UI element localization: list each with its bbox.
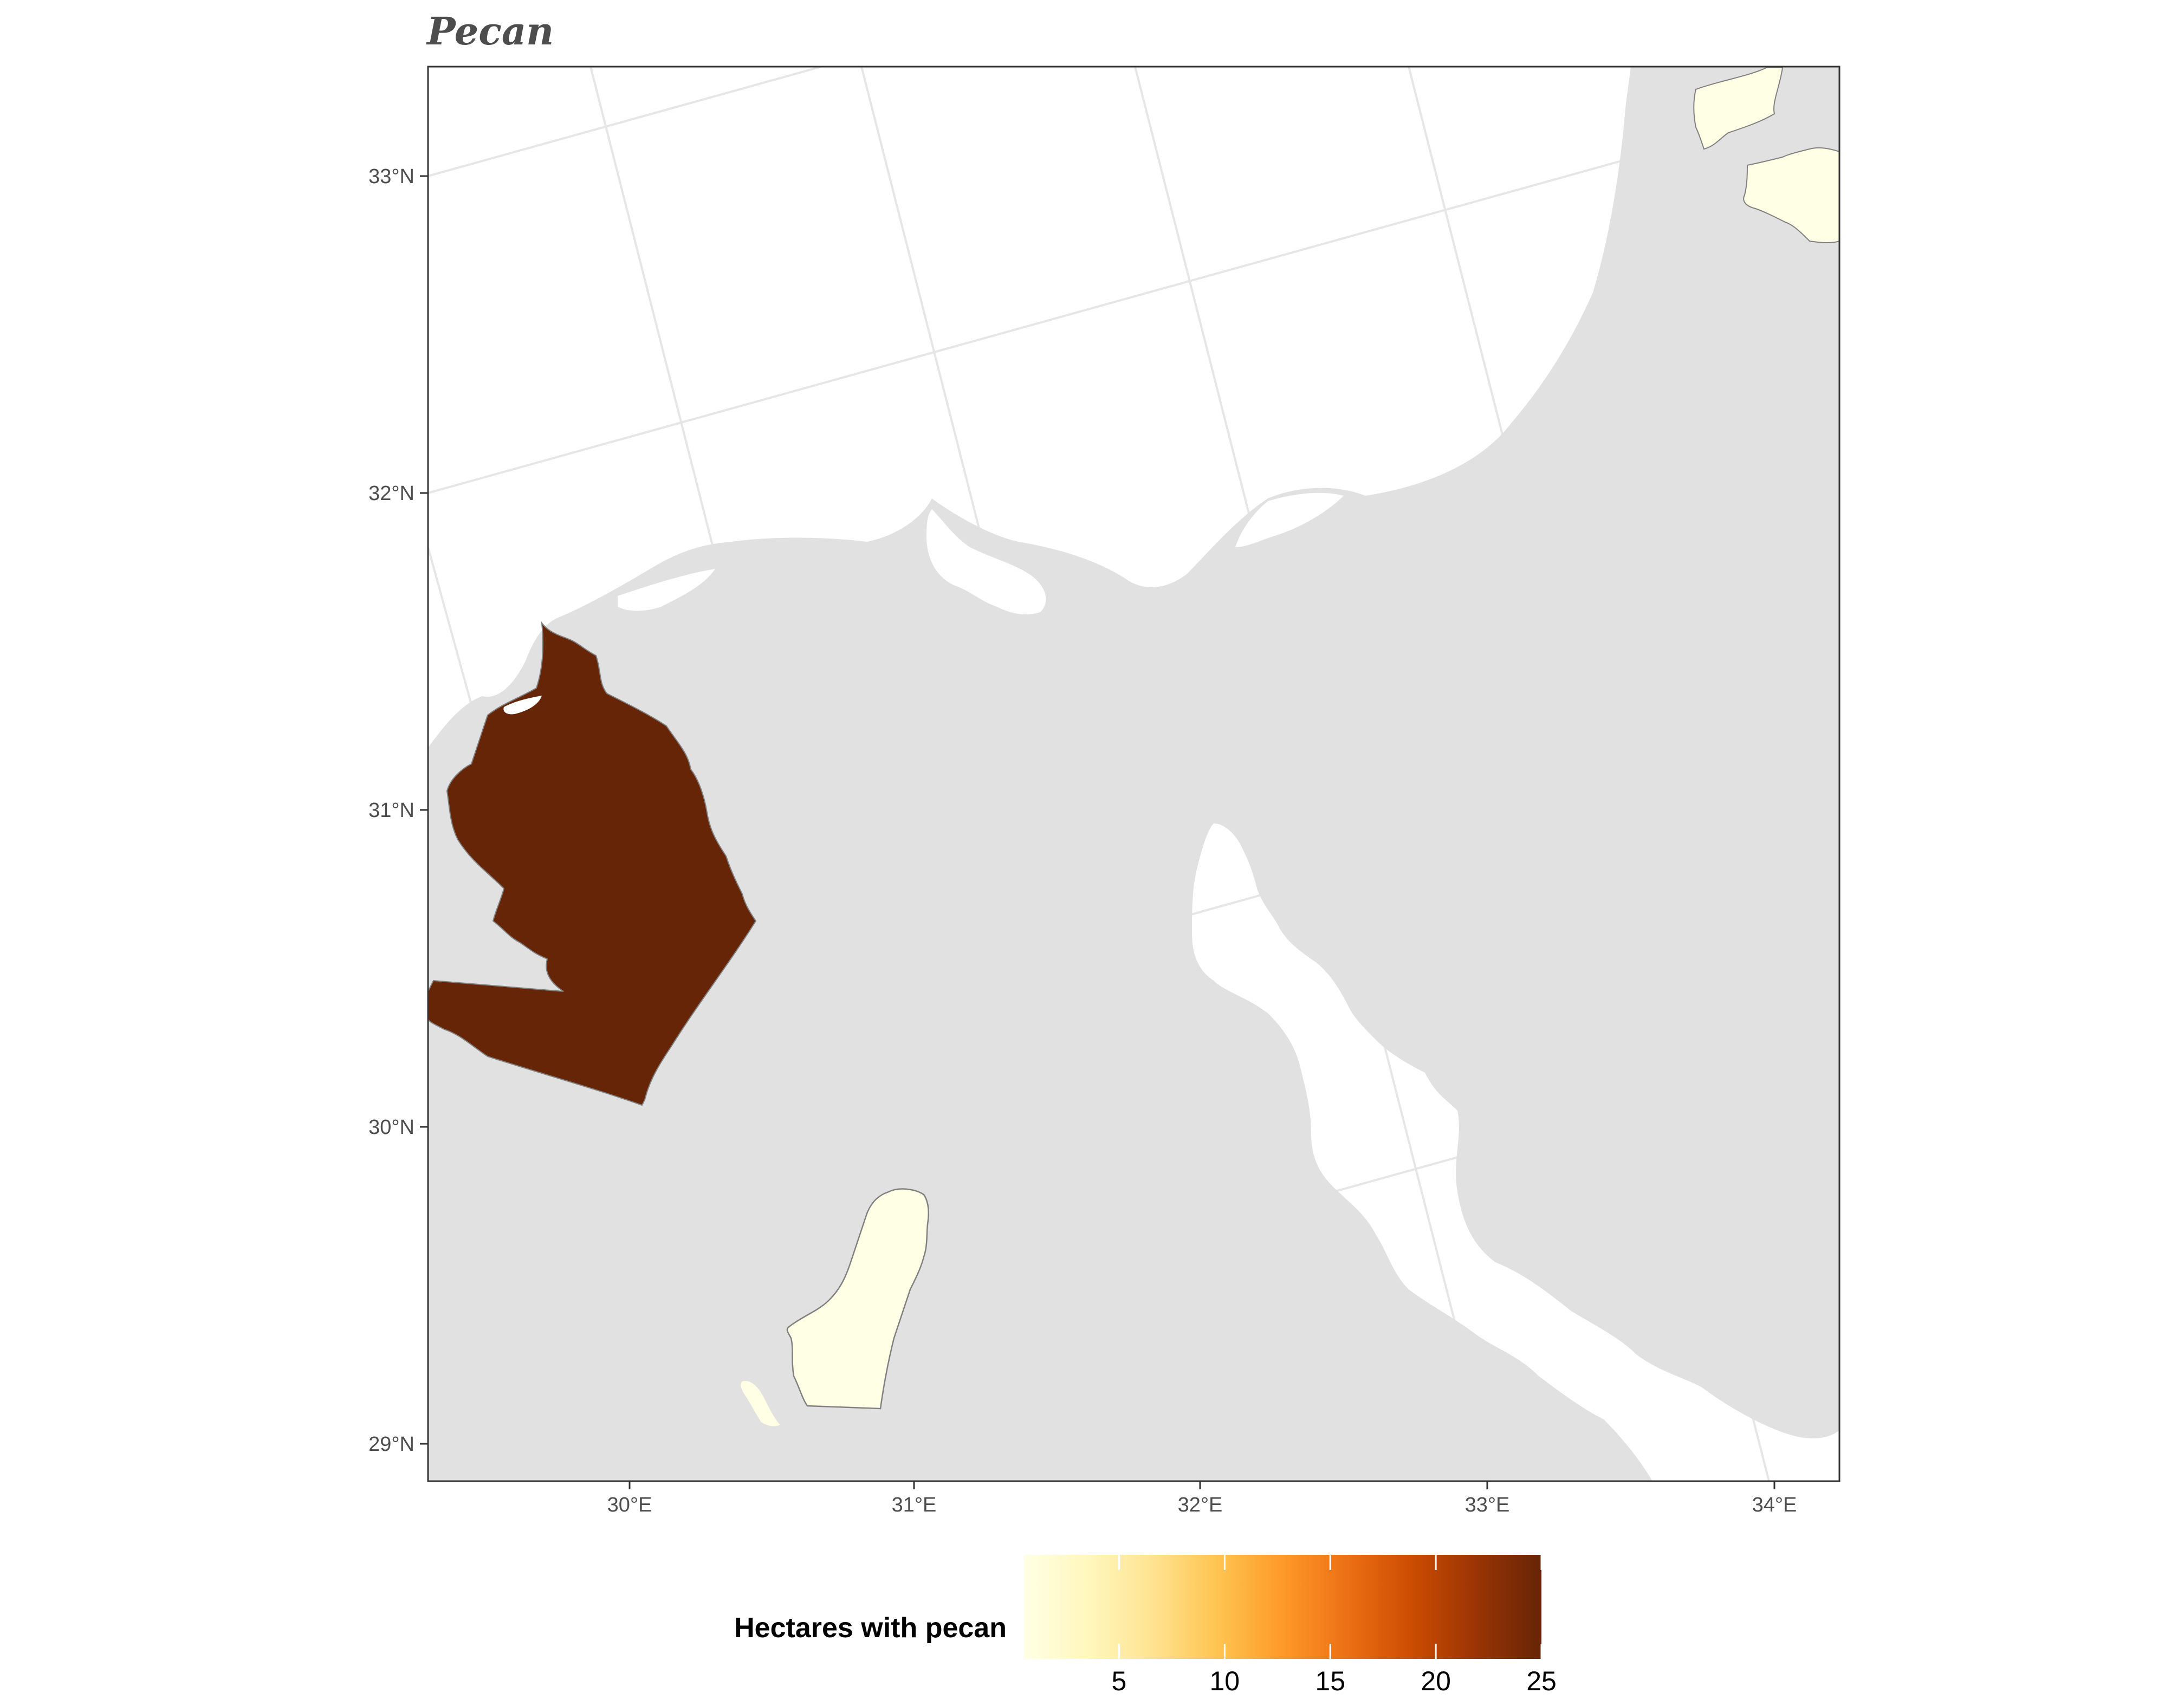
- legend-tick-label: 10: [1209, 1666, 1240, 1696]
- y-tick-label-33n: 33°N: [368, 165, 414, 188]
- x-tick-label-34e: 34°E: [1752, 1494, 1797, 1516]
- y-tick-label-32n: 32°N: [368, 482, 414, 505]
- map-panel: [428, 67, 1839, 1481]
- lake-manzala: [926, 509, 1046, 615]
- legend-tick-label: 5: [1112, 1666, 1127, 1696]
- legend-ticks: 5 10 15 20 25: [1112, 1555, 1557, 1696]
- legend-title: Hectares with pecan: [734, 1612, 1007, 1644]
- lake-burullus: [618, 569, 715, 611]
- region-alexandria[interactable]: [428, 621, 757, 1106]
- map-title: Pecan: [426, 9, 554, 54]
- region-fayoum[interactable]: [786, 1188, 929, 1410]
- region-alexandria-notch: [503, 696, 542, 715]
- y-axis: 33°N 32°N 31°N 30°N 29°N: [368, 165, 428, 1456]
- land-mass: [428, 67, 1839, 1481]
- x-axis: 30°E 31°E 32°E 33°E 34°E: [607, 1481, 1797, 1516]
- graticule-parallel-33n: [428, 67, 826, 177]
- legend-colorbar: [1024, 1555, 1541, 1659]
- legend-tick-label: 25: [1526, 1666, 1557, 1696]
- y-tick-label-30n: 30°N: [368, 1116, 414, 1139]
- graticule-parallel-32n: [428, 99, 1839, 494]
- x-tick-label-32e: 32°E: [1178, 1494, 1223, 1516]
- x-tick-label-31e: 31°E: [892, 1494, 937, 1516]
- region-port-said[interactable]: [1693, 67, 1784, 150]
- region-north-sinai[interactable]: [1743, 147, 1839, 243]
- panel-frame: [427, 66, 1840, 1482]
- legend-tick-label: 15: [1315, 1666, 1345, 1696]
- legend: Hectares with pecan 5 10 15 20 25: [734, 1555, 1557, 1696]
- legend-tick-label: 20: [1421, 1666, 1451, 1696]
- region-fayoum-island[interactable]: [741, 1381, 780, 1426]
- y-tick-label-31n: 31°N: [368, 799, 414, 822]
- y-tick-label-29n: 29°N: [368, 1433, 414, 1456]
- x-tick-label-30e: 30°E: [607, 1494, 652, 1516]
- regions: [428, 67, 1839, 1426]
- lake-bardawil: [1235, 492, 1344, 547]
- x-tick-label-33e: 33°E: [1465, 1494, 1510, 1516]
